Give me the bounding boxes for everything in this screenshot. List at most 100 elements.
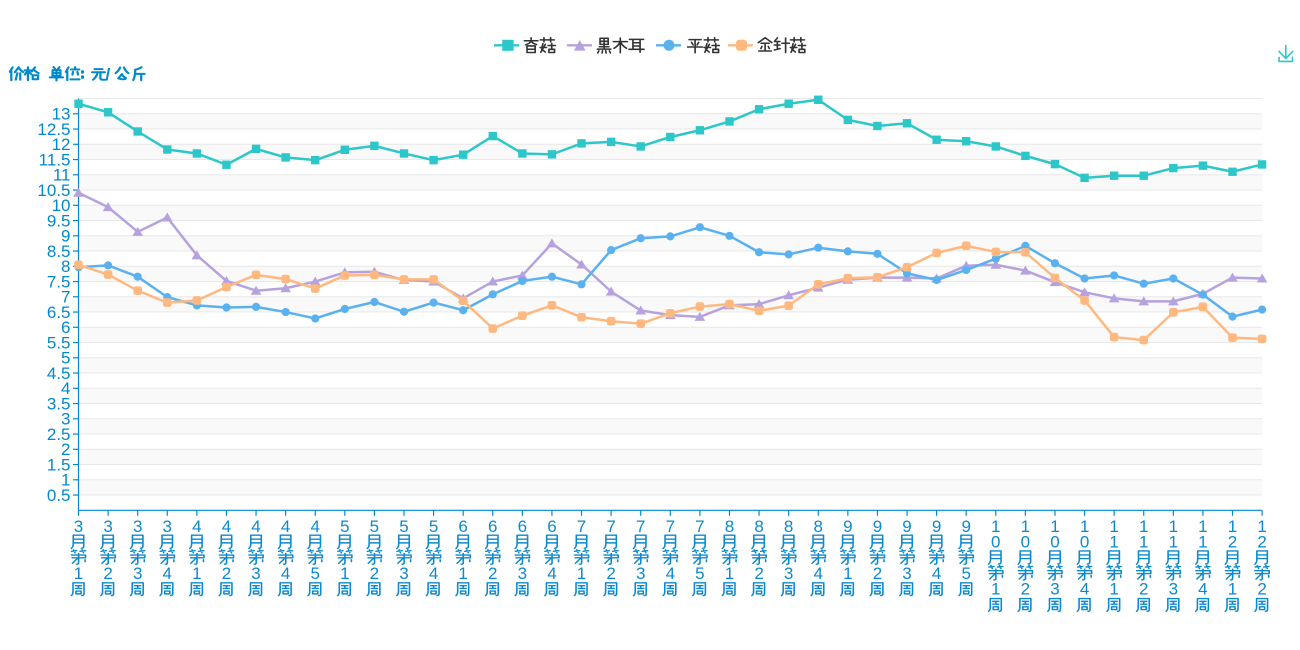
- svg-text:3: 3: [133, 564, 142, 583]
- svg-text:5.5: 5.5: [47, 333, 71, 352]
- svg-text:3: 3: [133, 517, 142, 536]
- svg-text:4: 4: [1080, 580, 1089, 599]
- svg-text:2.5: 2.5: [47, 425, 71, 444]
- svg-text:5: 5: [370, 517, 379, 536]
- svg-text:5: 5: [61, 349, 70, 368]
- svg-text:4: 4: [666, 564, 675, 583]
- svg-text:4.5: 4.5: [47, 364, 71, 383]
- svg-text:1.5: 1.5: [47, 455, 71, 474]
- svg-text:/: /: [106, 65, 111, 84]
- svg-text:1: 1: [1050, 517, 1059, 536]
- svg-text:8: 8: [61, 257, 70, 276]
- svg-text:10: 10: [52, 196, 71, 215]
- svg-text:4: 4: [814, 564, 823, 583]
- svg-text:3: 3: [103, 517, 112, 536]
- svg-text:4: 4: [1198, 580, 1207, 599]
- svg-text:3: 3: [784, 564, 793, 583]
- svg-text:2: 2: [222, 564, 231, 583]
- svg-text:3: 3: [1169, 580, 1178, 599]
- svg-text:1: 1: [1198, 533, 1207, 552]
- svg-text:5: 5: [399, 517, 408, 536]
- svg-text:1: 1: [61, 471, 70, 490]
- svg-text:3: 3: [1050, 580, 1059, 599]
- svg-text:1: 1: [843, 564, 852, 583]
- svg-text:1: 1: [1139, 517, 1148, 536]
- svg-text:5: 5: [429, 517, 438, 536]
- svg-text:8.5: 8.5: [47, 242, 71, 261]
- svg-text:4: 4: [310, 517, 319, 536]
- svg-text:6.5: 6.5: [47, 303, 71, 322]
- svg-text:3: 3: [61, 410, 70, 429]
- svg-text:9: 9: [902, 517, 911, 536]
- svg-text:4: 4: [932, 564, 941, 583]
- svg-text:7: 7: [606, 517, 615, 536]
- svg-text:11: 11: [53, 166, 71, 185]
- svg-text:1: 1: [1139, 533, 1148, 552]
- svg-text:4: 4: [281, 564, 290, 583]
- svg-text:9.5: 9.5: [47, 211, 71, 230]
- svg-text:0: 0: [1080, 533, 1089, 552]
- svg-text:1: 1: [458, 564, 467, 583]
- svg-text:2: 2: [606, 564, 615, 583]
- svg-text:5: 5: [310, 564, 319, 583]
- svg-text:10.5: 10.5: [37, 181, 70, 200]
- svg-text:0: 0: [991, 533, 1000, 552]
- svg-text:2: 2: [1228, 533, 1237, 552]
- svg-text:7: 7: [636, 517, 645, 536]
- svg-text:2: 2: [1021, 580, 1030, 599]
- svg-text:9: 9: [843, 517, 852, 536]
- svg-text:1: 1: [1109, 580, 1118, 599]
- svg-text:7: 7: [577, 517, 586, 536]
- svg-text:4: 4: [163, 564, 172, 583]
- svg-text:1: 1: [725, 564, 734, 583]
- svg-text:1: 1: [192, 564, 201, 583]
- svg-text:1: 1: [340, 564, 349, 583]
- svg-text:12.5: 12.5: [37, 120, 70, 139]
- svg-text:9: 9: [61, 227, 70, 246]
- svg-text:3: 3: [163, 517, 172, 536]
- svg-text:2: 2: [873, 564, 882, 583]
- svg-text:2: 2: [1257, 533, 1266, 552]
- svg-text:6: 6: [458, 517, 467, 536]
- svg-text:1: 1: [1228, 580, 1237, 599]
- svg-text:7: 7: [695, 517, 704, 536]
- svg-text:2: 2: [488, 564, 497, 583]
- svg-text:3: 3: [399, 564, 408, 583]
- svg-text:9: 9: [873, 517, 882, 536]
- svg-text:1: 1: [1021, 517, 1030, 536]
- svg-text:1: 1: [1169, 533, 1178, 552]
- svg-text:4: 4: [192, 517, 201, 536]
- svg-text:4: 4: [251, 517, 260, 536]
- svg-text:7: 7: [666, 517, 675, 536]
- svg-text:1: 1: [1198, 517, 1207, 536]
- svg-text:6: 6: [547, 517, 556, 536]
- svg-text:1: 1: [991, 580, 1000, 599]
- svg-text:11.5: 11.5: [39, 150, 71, 169]
- svg-text:1: 1: [1109, 533, 1118, 552]
- svg-text:8: 8: [754, 517, 763, 536]
- svg-text:1: 1: [74, 564, 83, 583]
- svg-text:0.5: 0.5: [47, 486, 71, 505]
- svg-text:0: 0: [1050, 533, 1059, 552]
- svg-text:3: 3: [518, 564, 527, 583]
- svg-text:1: 1: [577, 564, 586, 583]
- svg-text:0: 0: [1021, 533, 1030, 552]
- svg-text:9: 9: [961, 517, 970, 536]
- svg-text:6: 6: [488, 517, 497, 536]
- svg-text:5: 5: [695, 564, 704, 583]
- svg-text:1: 1: [1257, 517, 1266, 536]
- svg-text:2: 2: [1257, 580, 1266, 599]
- svg-text:2: 2: [103, 564, 112, 583]
- svg-text:4: 4: [547, 564, 556, 583]
- svg-text:5: 5: [961, 564, 970, 583]
- svg-text:8: 8: [814, 517, 823, 536]
- svg-text:12: 12: [52, 135, 71, 154]
- svg-text:1: 1: [1228, 517, 1237, 536]
- svg-text:3: 3: [251, 564, 260, 583]
- svg-text:7: 7: [61, 288, 70, 307]
- svg-text:8: 8: [784, 517, 793, 536]
- svg-text:2: 2: [370, 564, 379, 583]
- svg-text:4: 4: [281, 517, 290, 536]
- svg-text:2: 2: [754, 564, 763, 583]
- svg-text:4: 4: [61, 379, 70, 398]
